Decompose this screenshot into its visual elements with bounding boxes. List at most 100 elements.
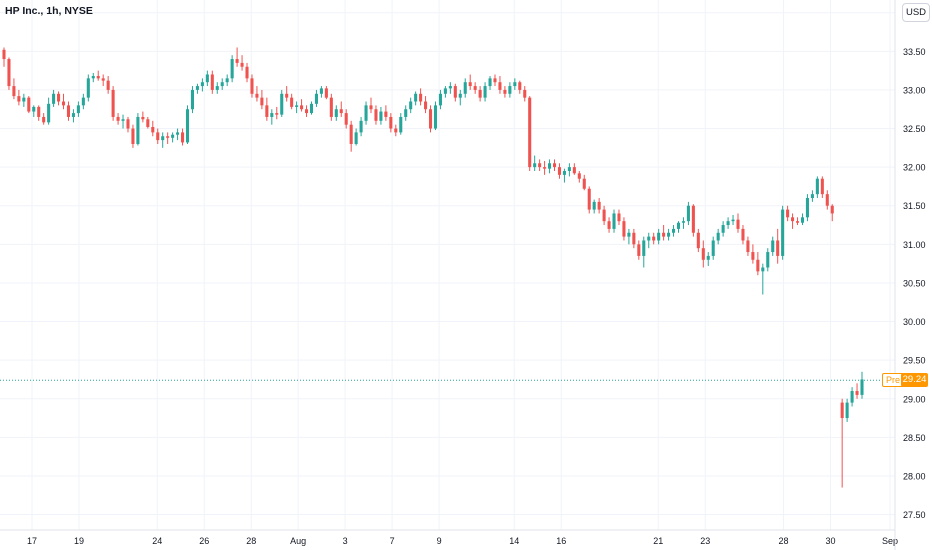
- candle-body: [686, 205, 690, 222]
- currency-button[interactable]: USD: [902, 3, 930, 22]
- candle-body: [285, 93, 289, 98]
- candle-body: [825, 194, 829, 206]
- candle-body: [562, 170, 566, 175]
- x-tick-label: 16: [556, 536, 566, 546]
- candle-body: [463, 82, 467, 94]
- candle-body: [66, 105, 71, 117]
- candle-body: [32, 106, 36, 112]
- candle-body: [210, 74, 214, 90]
- candle-body: [404, 109, 408, 117]
- candle-body: [602, 209, 606, 222]
- candle-body: [582, 178, 586, 189]
- candle-body: [453, 86, 457, 98]
- candle-body: [498, 82, 502, 90]
- candle-body: [205, 74, 209, 83]
- candle-body: [776, 240, 780, 256]
- candle-body: [786, 209, 790, 218]
- candle-body: [111, 89, 115, 117]
- chart-title: HP Inc., 1h, NYSE: [5, 5, 93, 17]
- candle-body: [96, 76, 100, 79]
- y-tick-label: 32.00: [903, 163, 926, 173]
- candle-body: [190, 89, 194, 110]
- candle-body: [304, 109, 309, 114]
- candle-body: [300, 105, 304, 110]
- candle-body: [146, 119, 150, 127]
- candle-body: [364, 105, 368, 121]
- candle-body: [344, 113, 348, 125]
- candle-body: [642, 240, 646, 256]
- candle-body: [860, 379, 864, 395]
- candle-body: [309, 103, 314, 114]
- x-tick-label: 21: [653, 536, 663, 546]
- x-tick-label: Sep: [882, 536, 898, 546]
- y-tick-label: 33.50: [903, 47, 926, 57]
- candle-body: [47, 103, 51, 123]
- x-tick-label: 24: [152, 536, 162, 546]
- candle-body: [672, 228, 676, 233]
- candle-body: [612, 213, 616, 229]
- candle-body: [820, 178, 824, 195]
- candle-body: [171, 134, 175, 138]
- candle-body: [800, 217, 805, 223]
- y-tick-label: 29.00: [903, 394, 926, 404]
- candle-body: [438, 93, 442, 106]
- candle-body: [295, 105, 299, 107]
- candle-body: [42, 116, 46, 123]
- candle-body: [701, 248, 705, 260]
- candle-body: [17, 96, 21, 102]
- candle-body: [751, 252, 755, 260]
- candle-body: [369, 105, 373, 110]
- candle-body: [731, 219, 735, 222]
- candle-body: [845, 402, 849, 419]
- x-tick-label: 28: [246, 536, 256, 546]
- candle-body: [632, 232, 636, 245]
- candle-body: [443, 88, 447, 94]
- candle-body: [567, 167, 571, 171]
- candle-body: [622, 221, 626, 237]
- candle-body: [379, 111, 383, 121]
- candle-body: [255, 93, 259, 98]
- candle-body: [235, 59, 239, 63]
- candle-body: [270, 113, 274, 117]
- candle-body: [324, 88, 328, 98]
- y-tick-label: 27.50: [903, 510, 926, 520]
- candle-body: [850, 391, 854, 403]
- candle-body: [314, 93, 318, 104]
- candle-body: [557, 167, 562, 175]
- candle-body: [607, 221, 611, 229]
- y-tick-label: 28.00: [903, 471, 926, 481]
- candle-body: [37, 106, 41, 117]
- candle-body: [433, 105, 438, 129]
- candle-body: [815, 178, 819, 195]
- candle-body: [275, 113, 279, 115]
- candle-body: [587, 188, 591, 210]
- candle-body: [265, 105, 269, 117]
- x-tick-label: 30: [825, 536, 835, 546]
- candle-body: [681, 221, 685, 223]
- candle-body: [339, 109, 343, 114]
- x-tick-label: 14: [509, 536, 519, 546]
- x-tick-label: Aug: [290, 536, 306, 546]
- candle-body: [676, 222, 681, 229]
- candle-body: [349, 124, 353, 144]
- candle-body: [518, 82, 522, 90]
- candle-body: [448, 86, 452, 89]
- candle-body: [116, 116, 120, 121]
- candle-body: [81, 97, 85, 106]
- candle-body: [761, 267, 765, 272]
- candle-body: [22, 97, 26, 102]
- candle-body: [617, 213, 621, 222]
- candle-body: [483, 86, 487, 98]
- candle-body: [394, 128, 398, 133]
- candle-body: [121, 119, 125, 121]
- candle-body: [756, 259, 760, 272]
- candle-body: [230, 59, 234, 79]
- candle-body: [528, 97, 532, 168]
- candle-body: [696, 232, 700, 249]
- candle-body: [61, 101, 66, 106]
- candle-body: [260, 97, 264, 106]
- x-tick-label: 3: [343, 536, 348, 546]
- candle-body: [538, 163, 542, 168]
- candle-body: [424, 101, 428, 110]
